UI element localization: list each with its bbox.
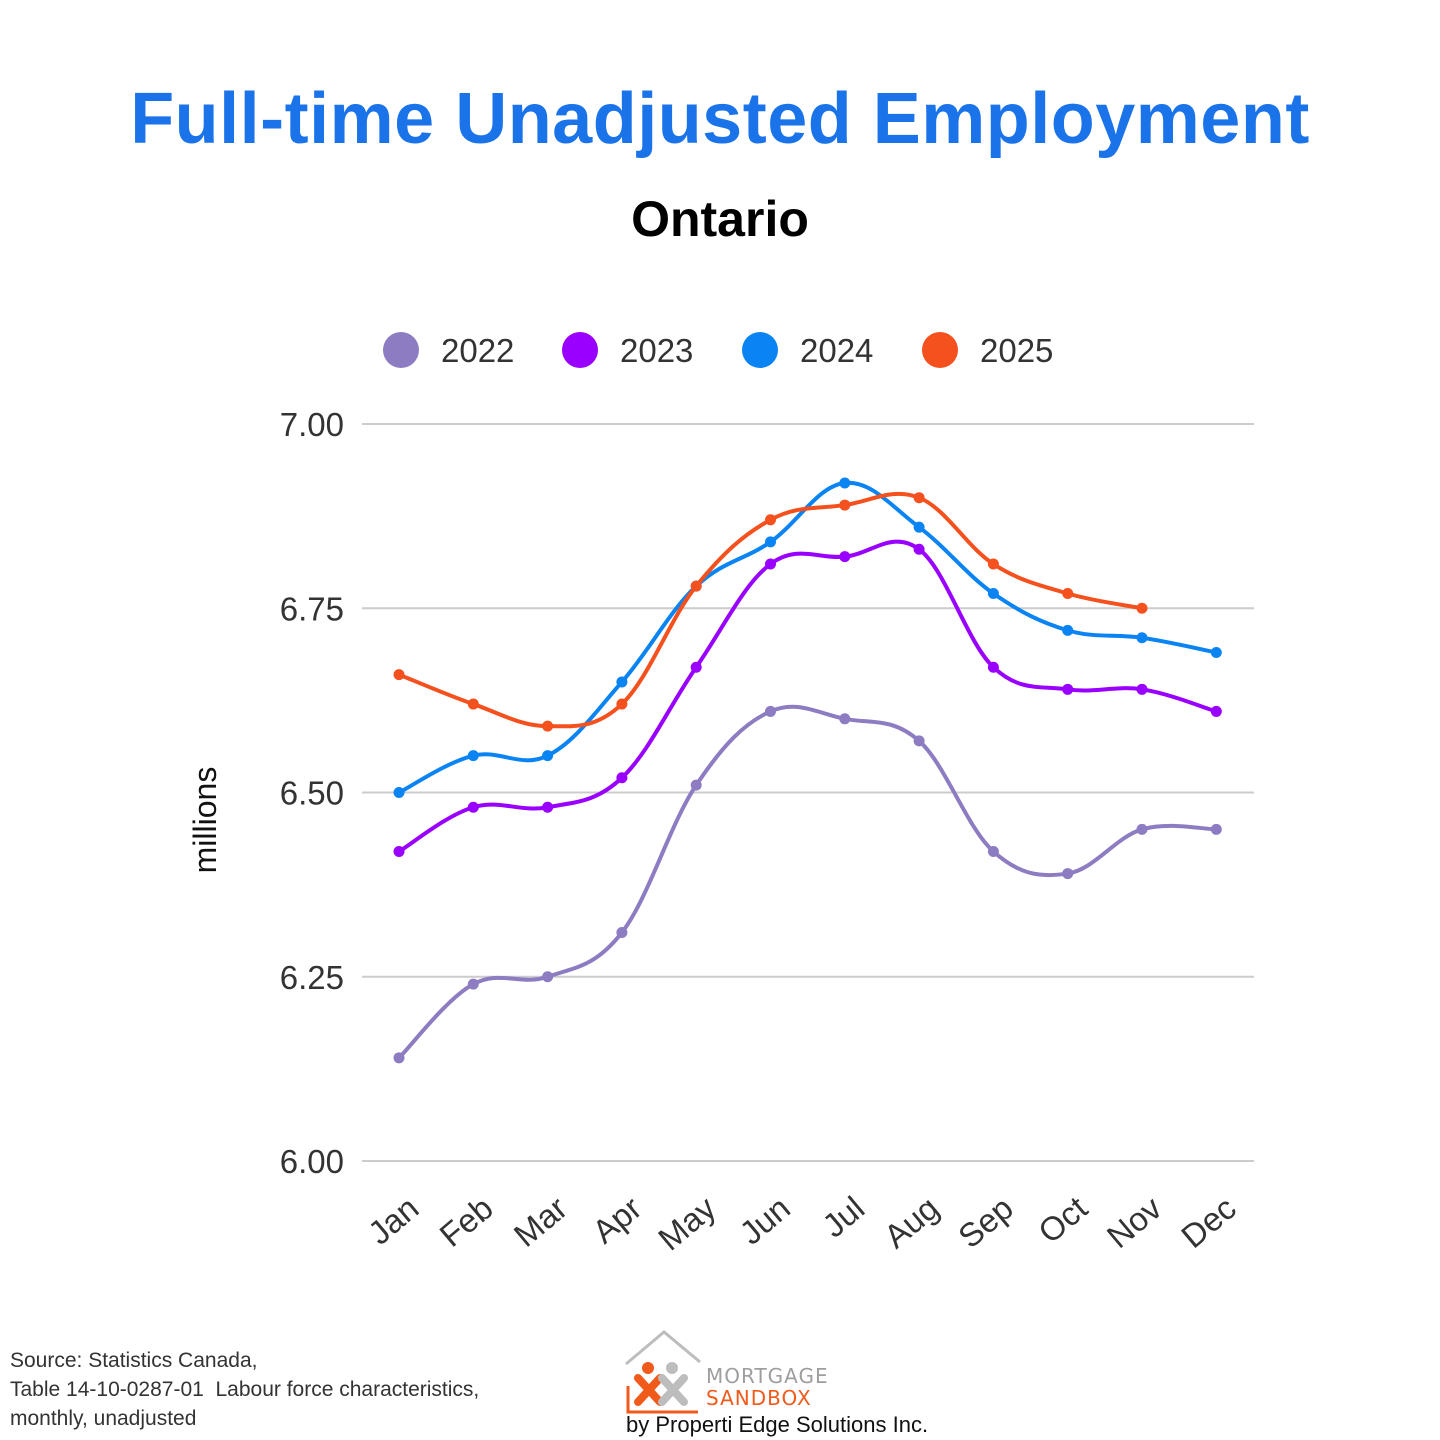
x-tick-label: May <box>651 1189 723 1258</box>
x-tick-label: Feb <box>432 1189 499 1254</box>
x-tick-label: Oct <box>1031 1189 1094 1250</box>
y-tick-label: 6.75 <box>280 590 344 627</box>
data-point-2022 <box>542 971 554 983</box>
x-tick-label: Apr <box>585 1189 648 1250</box>
y-tick-label: 6.25 <box>280 959 344 996</box>
data-point-2023 <box>765 558 776 570</box>
data-point-2022 <box>393 1052 405 1064</box>
data-point-2024 <box>616 676 628 688</box>
data-point-2025 <box>542 720 554 732</box>
x-tick-label: Aug <box>877 1189 946 1255</box>
data-point-2024 <box>913 521 925 533</box>
data-point-2024 <box>987 588 999 600</box>
data-point-2022 <box>467 978 479 990</box>
source-line: Table 14-10-0287-01 Labour force charact… <box>10 1378 480 1401</box>
data-point-2023 <box>1136 683 1148 695</box>
line-chart: 6.00 6.25 6.50 6.75 7.00 Jan Feb Mar Apr May Jun Ju… <box>187 332 1254 1258</box>
y-tick-label: 6.50 <box>280 775 344 812</box>
source-line: monthly, unadjusted <box>10 1407 197 1430</box>
source-line: Source: Statistics Canada, <box>10 1349 258 1372</box>
legend-label: 2024 <box>800 332 873 369</box>
data-point-2022 <box>1062 868 1074 880</box>
chart-title: Full-time Unadjusted Employment <box>130 79 1310 159</box>
data-point-2025 <box>393 669 405 681</box>
data-point-2025 <box>690 580 702 592</box>
data-point-2023 <box>913 543 925 555</box>
data-point-2024 <box>1062 624 1074 636</box>
y-tick-label: 7.00 <box>280 406 344 443</box>
x-tick-label: Sep <box>951 1189 1020 1255</box>
data-point-2024 <box>393 787 405 798</box>
data-point-2023 <box>690 661 702 673</box>
data-point-2022 <box>690 779 702 791</box>
x-tick-label: Dec <box>1174 1189 1243 1255</box>
data-point-2025 <box>616 698 628 710</box>
data-point-2023 <box>1210 705 1222 717</box>
x-tick-label: Mar <box>507 1189 574 1254</box>
logo-byline: by Properti Edge Solutions Inc. <box>626 1412 929 1437</box>
data-point-2022 <box>1136 823 1148 835</box>
logo-text-sandbox: SANDBOX <box>706 1386 812 1410</box>
logo-text-mortgage: MORTGAGE <box>706 1364 829 1388</box>
x-tick-label: Jul <box>815 1189 871 1244</box>
data-point-2023 <box>393 845 405 857</box>
x-tick-label: Nov <box>1100 1189 1169 1255</box>
data-point-2023 <box>616 772 628 784</box>
source-note: Source: Statistics Canada, Table 14-10-0… <box>10 1346 479 1433</box>
legend-label: 2023 <box>620 332 693 369</box>
data-point-2024 <box>467 750 479 762</box>
data-point-2023 <box>839 551 851 563</box>
legend-label: 2025 <box>980 332 1053 369</box>
legend-marker <box>922 332 958 368</box>
y-tick-label: 6.00 <box>280 1143 344 1180</box>
x-tick-label: Jun <box>732 1189 797 1252</box>
data-point-2025 <box>987 558 999 570</box>
data-point-2025 <box>467 698 479 710</box>
data-point-2025 <box>1062 588 1074 600</box>
data-point-2025 <box>839 499 851 511</box>
data-point-2022 <box>616 927 628 939</box>
data-point-2025 <box>765 514 776 526</box>
data-point-2022 <box>765 705 776 717</box>
data-point-2022 <box>839 713 851 725</box>
data-point-2024 <box>542 750 554 762</box>
data-point-2023 <box>467 801 479 813</box>
data-point-2024 <box>1210 646 1222 658</box>
data-point-2023 <box>542 801 554 813</box>
y-axis-label: millions <box>187 767 223 874</box>
legend-label: 2022 <box>441 332 514 369</box>
data-point-2022 <box>1210 823 1222 835</box>
legend-marker <box>742 332 778 368</box>
legend-marker <box>562 332 598 368</box>
mortgage-sandbox-logo: MORTGAGE SANDBOX by Properti Edge Soluti… <box>620 1328 940 1440</box>
series-line-2023 <box>397 539 1219 854</box>
series-line-2025 <box>397 491 1144 729</box>
data-point-2024 <box>1136 632 1148 644</box>
chart-subtitle: Ontario <box>631 191 809 247</box>
series-line-2024 <box>397 480 1219 795</box>
data-point-2023 <box>987 661 999 673</box>
data-point-2022 <box>987 845 999 857</box>
data-point-2024 <box>839 477 851 489</box>
legend-marker <box>383 332 419 368</box>
data-point-2022 <box>913 735 925 747</box>
data-point-2023 <box>1062 683 1074 695</box>
house-people-icon <box>625 1330 701 1414</box>
x-tick-label: Jan <box>361 1189 426 1252</box>
data-point-2025 <box>913 492 925 504</box>
data-point-2025 <box>1136 602 1148 614</box>
data-point-2024 <box>765 536 776 548</box>
